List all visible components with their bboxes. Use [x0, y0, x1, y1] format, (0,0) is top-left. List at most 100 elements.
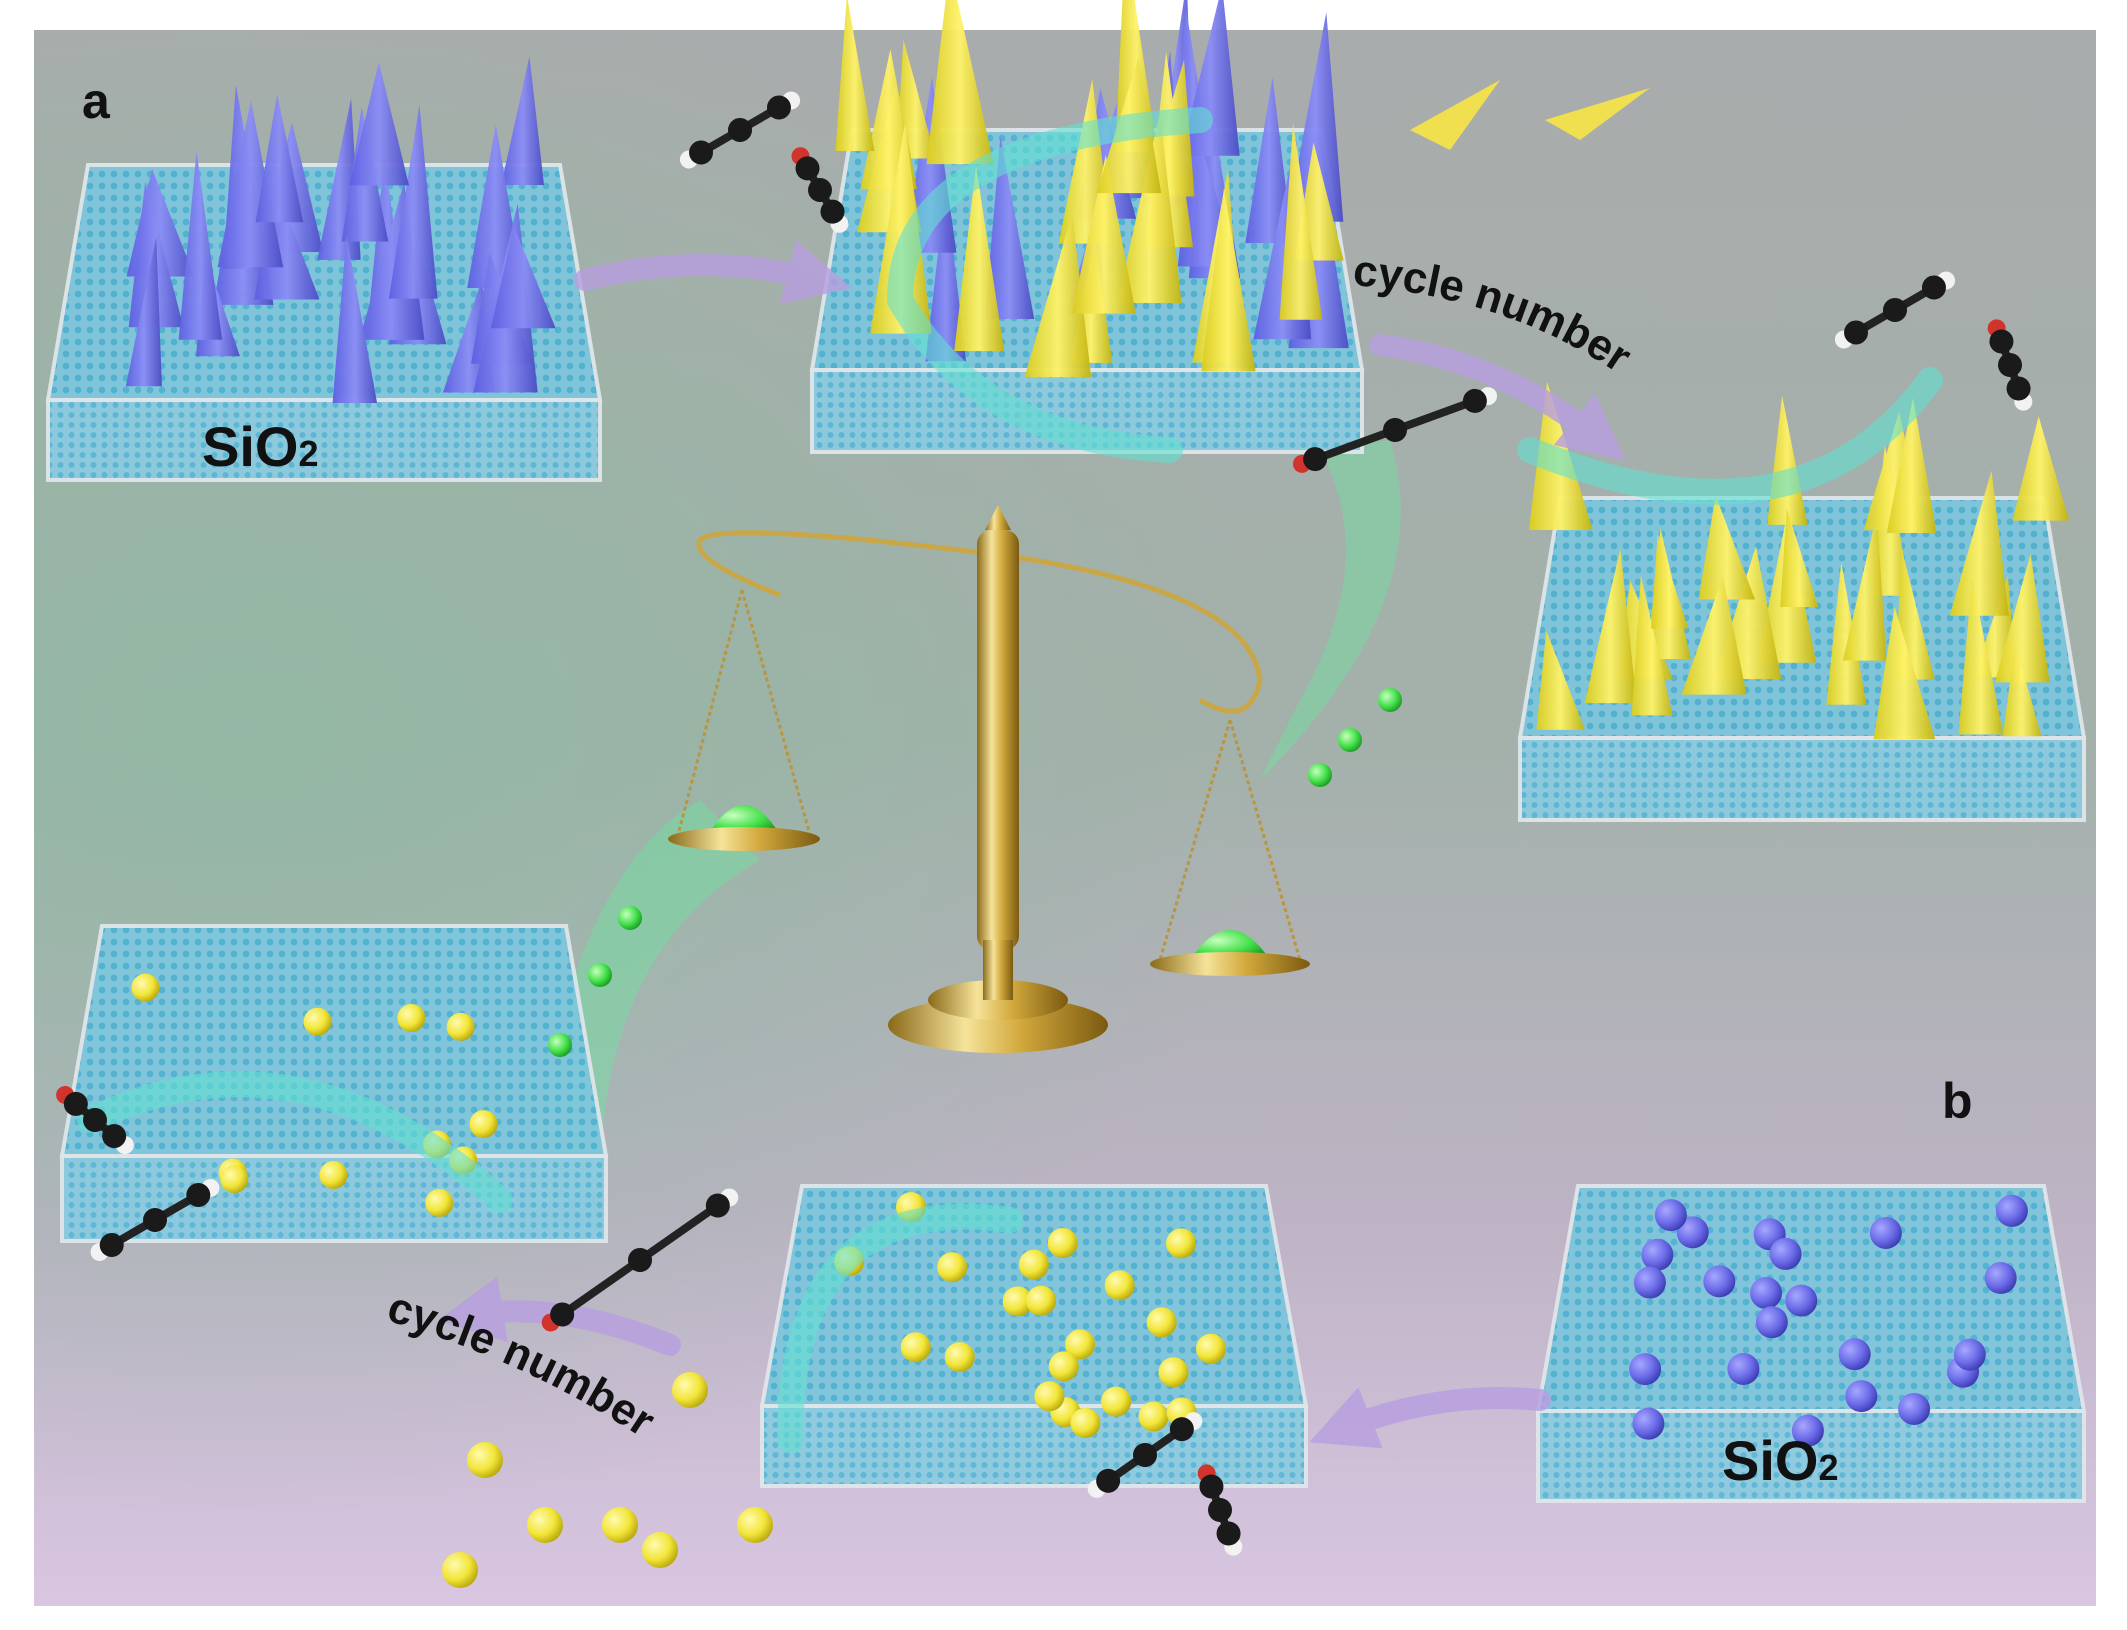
atom: [728, 118, 752, 142]
atom: [1844, 320, 1869, 345]
nanospike: [1201, 188, 1256, 372]
nanoparticle: [1018, 1249, 1049, 1280]
molecule: [1197, 1464, 1243, 1556]
nanospike: [1698, 495, 1756, 600]
nanoparticle: [672, 1372, 708, 1408]
material-label: SiO2: [202, 415, 319, 478]
nanospike: [1631, 574, 1673, 716]
nanospike: [255, 93, 304, 223]
substrate-top: [59, 924, 609, 1158]
atom: [1199, 1474, 1224, 1499]
material-base: SiO: [202, 415, 298, 478]
nanoparticle: [1703, 1265, 1736, 1298]
nanoparticle: [1158, 1357, 1189, 1388]
molecule: [90, 1179, 220, 1261]
atom: [795, 156, 820, 181]
molecule: [1292, 387, 1498, 473]
nanospike: [1245, 77, 1293, 244]
atom: [1216, 1521, 1241, 1546]
atom: [1169, 1417, 1194, 1442]
nanospike: [1071, 154, 1136, 314]
atom: [1462, 388, 1487, 413]
material-label: SiO2: [1722, 1429, 1839, 1492]
nanoparticle: [1984, 1262, 2017, 1295]
nanoparticle: [642, 1532, 678, 1568]
balance-neck: [983, 940, 1013, 1000]
nanoparticle: [131, 973, 160, 1002]
molecule: [1087, 1412, 1203, 1498]
nanospike: [1842, 513, 1887, 661]
substrate: [759, 1184, 1309, 1488]
atom: [705, 1193, 730, 1218]
flake: [1410, 80, 1500, 150]
balance: [668, 505, 1310, 1053]
nanospike: [926, 0, 994, 165]
reaction-arc: [77, 1071, 513, 1213]
nanoparticle: [618, 906, 642, 930]
nanospike: [835, 0, 875, 151]
nanoparticle: [1785, 1284, 1818, 1317]
nanoparticle: [1629, 1353, 1662, 1386]
nanoparticle: [1338, 728, 1362, 752]
substrate-side: [760, 1404, 1308, 1488]
nanoparticle: [1750, 1277, 1783, 1310]
nanoparticle: [1104, 1270, 1135, 1301]
reaction-arc: [777, 1203, 1023, 1453]
nanospike: [2002, 642, 2042, 737]
nanospike: [1117, 112, 1182, 303]
nanoparticle: [1633, 1266, 1666, 1299]
atom: [143, 1208, 167, 1232]
molecule: [1987, 319, 2033, 411]
nanoparticle: [1378, 688, 1402, 712]
nanoparticle: [1898, 1392, 1931, 1425]
nanoparticle: [1632, 1407, 1665, 1440]
panel-label: a: [82, 73, 111, 129]
nanoparticle: [1048, 1351, 1079, 1382]
substrate-side: [46, 398, 602, 482]
atom: [99, 1233, 124, 1257]
nanospike: [388, 104, 438, 299]
nanoparticle: [1065, 1329, 1096, 1360]
nanoparticle: [588, 963, 612, 987]
nanospike: [501, 56, 544, 186]
decorations: [45, 0, 2087, 1588]
nanospike: [1279, 123, 1323, 320]
atom: [808, 178, 832, 202]
atom: [2006, 376, 2031, 401]
nanoparticle: [1166, 1228, 1197, 1259]
atom: [1303, 447, 1328, 472]
material-sub: 2: [298, 433, 318, 474]
nanospike: [1994, 554, 2050, 683]
nanospike: [490, 226, 556, 329]
nanoparticle: [602, 1507, 638, 1543]
panel-label: b: [1942, 1073, 1973, 1129]
nanospike: [349, 62, 410, 186]
nanoparticle: [1869, 1216, 1902, 1249]
process-arrow: [574, 239, 853, 305]
nanospike: [1826, 562, 1867, 705]
nanospike: [178, 151, 223, 340]
substrate-side: [1518, 736, 2086, 822]
nanospike: [1873, 607, 1936, 740]
atom: [1921, 275, 1946, 300]
atom: [1998, 353, 2022, 377]
atom: [83, 1108, 107, 1132]
atom: [1096, 1468, 1121, 1493]
nanospike: [217, 100, 284, 268]
nanoparticle: [1047, 1227, 1078, 1258]
nanoparticle: [548, 1033, 572, 1057]
nanoparticle: [1838, 1338, 1871, 1371]
nanoparticle: [1953, 1338, 1986, 1371]
balance-pan: [1150, 952, 1310, 976]
nanoparticle: [900, 1332, 931, 1363]
material-base: SiO: [1722, 1429, 1818, 1492]
nanoparticle: [1755, 1306, 1788, 1339]
flow-arrow: [1260, 440, 1401, 780]
nanospike: [1949, 470, 2009, 616]
nanoparticle: [425, 1188, 454, 1217]
nanoparticle: [446, 1012, 475, 1041]
atom: [186, 1183, 211, 1207]
nanospike: [1780, 508, 1819, 607]
nanospike: [1287, 12, 1344, 222]
